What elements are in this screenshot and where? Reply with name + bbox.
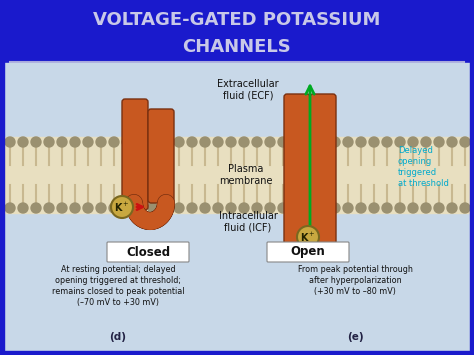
Bar bbox=[470, 0, 474, 355]
Circle shape bbox=[356, 203, 366, 213]
Circle shape bbox=[317, 203, 327, 213]
Circle shape bbox=[174, 203, 184, 213]
Circle shape bbox=[330, 203, 340, 213]
Circle shape bbox=[109, 203, 119, 213]
Text: Closed: Closed bbox=[126, 246, 170, 258]
Text: (e): (e) bbox=[346, 332, 363, 342]
Circle shape bbox=[213, 203, 223, 213]
Circle shape bbox=[111, 196, 133, 218]
Circle shape bbox=[356, 137, 366, 147]
Circle shape bbox=[447, 137, 457, 147]
Circle shape bbox=[460, 203, 470, 213]
Circle shape bbox=[421, 137, 431, 147]
Text: Extracellular
fluid (ECF): Extracellular fluid (ECF) bbox=[217, 79, 279, 101]
Circle shape bbox=[5, 203, 15, 213]
Circle shape bbox=[96, 203, 106, 213]
FancyBboxPatch shape bbox=[107, 242, 189, 262]
Circle shape bbox=[148, 203, 158, 213]
Circle shape bbox=[70, 137, 80, 147]
Circle shape bbox=[408, 137, 418, 147]
Text: K$^+$: K$^+$ bbox=[114, 201, 130, 214]
Circle shape bbox=[291, 137, 301, 147]
Text: Delayed
opening
triggered
at threshold: Delayed opening triggered at threshold bbox=[398, 146, 449, 188]
Circle shape bbox=[57, 203, 67, 213]
Circle shape bbox=[83, 137, 93, 147]
Circle shape bbox=[330, 137, 340, 147]
FancyBboxPatch shape bbox=[148, 109, 174, 203]
FancyBboxPatch shape bbox=[284, 94, 310, 248]
Circle shape bbox=[109, 137, 119, 147]
FancyBboxPatch shape bbox=[267, 242, 349, 262]
Circle shape bbox=[382, 137, 392, 147]
Circle shape bbox=[291, 203, 301, 213]
Circle shape bbox=[343, 137, 353, 147]
Circle shape bbox=[382, 203, 392, 213]
Circle shape bbox=[200, 137, 210, 147]
Circle shape bbox=[122, 203, 132, 213]
Circle shape bbox=[122, 137, 132, 147]
Text: K$^+$: K$^+$ bbox=[300, 230, 316, 244]
Circle shape bbox=[278, 137, 288, 147]
Circle shape bbox=[31, 137, 41, 147]
Circle shape bbox=[317, 137, 327, 147]
Circle shape bbox=[44, 203, 54, 213]
Circle shape bbox=[252, 203, 262, 213]
Circle shape bbox=[343, 203, 353, 213]
Circle shape bbox=[304, 137, 314, 147]
Text: At resting potential; delayed
opening triggered at threshold;
remains closed to : At resting potential; delayed opening tr… bbox=[52, 265, 184, 307]
Circle shape bbox=[200, 203, 210, 213]
Text: CHANNELS: CHANNELS bbox=[182, 38, 292, 56]
Circle shape bbox=[174, 137, 184, 147]
FancyBboxPatch shape bbox=[122, 99, 148, 210]
Circle shape bbox=[297, 226, 319, 248]
Circle shape bbox=[395, 137, 405, 147]
Circle shape bbox=[18, 203, 28, 213]
Circle shape bbox=[31, 203, 41, 213]
Circle shape bbox=[5, 137, 15, 147]
Circle shape bbox=[265, 137, 275, 147]
Circle shape bbox=[252, 137, 262, 147]
Text: Open: Open bbox=[291, 246, 325, 258]
Bar bbox=[0, 351, 474, 355]
Circle shape bbox=[369, 203, 379, 213]
Bar bbox=[0, 0, 4, 355]
Circle shape bbox=[304, 203, 314, 213]
Circle shape bbox=[226, 137, 236, 147]
Circle shape bbox=[239, 203, 249, 213]
Circle shape bbox=[148, 137, 158, 147]
Circle shape bbox=[70, 203, 80, 213]
Circle shape bbox=[369, 137, 379, 147]
Circle shape bbox=[434, 137, 444, 147]
FancyBboxPatch shape bbox=[310, 94, 336, 248]
Circle shape bbox=[161, 137, 171, 147]
Circle shape bbox=[278, 203, 288, 213]
Circle shape bbox=[239, 137, 249, 147]
Circle shape bbox=[213, 137, 223, 147]
Circle shape bbox=[96, 137, 106, 147]
Circle shape bbox=[395, 203, 405, 213]
Text: (d): (d) bbox=[109, 332, 127, 342]
Circle shape bbox=[44, 137, 54, 147]
Text: Intracellular
fluid (ICF): Intracellular fluid (ICF) bbox=[219, 211, 277, 233]
Circle shape bbox=[226, 203, 236, 213]
Circle shape bbox=[161, 203, 171, 213]
Circle shape bbox=[421, 203, 431, 213]
Circle shape bbox=[408, 203, 418, 213]
Text: From peak potential through
after hyperpolarization
(+30 mV to –80 mV): From peak potential through after hyperp… bbox=[298, 265, 412, 296]
Circle shape bbox=[57, 137, 67, 147]
Circle shape bbox=[187, 137, 197, 147]
Circle shape bbox=[135, 137, 145, 147]
Circle shape bbox=[83, 203, 93, 213]
Text: VOLTAGE-GATED POTASSIUM: VOLTAGE-GATED POTASSIUM bbox=[93, 11, 381, 29]
Circle shape bbox=[18, 137, 28, 147]
Circle shape bbox=[135, 203, 145, 213]
Circle shape bbox=[447, 203, 457, 213]
Text: Plasma
membrane: Plasma membrane bbox=[219, 164, 273, 186]
Circle shape bbox=[265, 203, 275, 213]
Circle shape bbox=[187, 203, 197, 213]
Circle shape bbox=[460, 137, 470, 147]
Circle shape bbox=[434, 203, 444, 213]
